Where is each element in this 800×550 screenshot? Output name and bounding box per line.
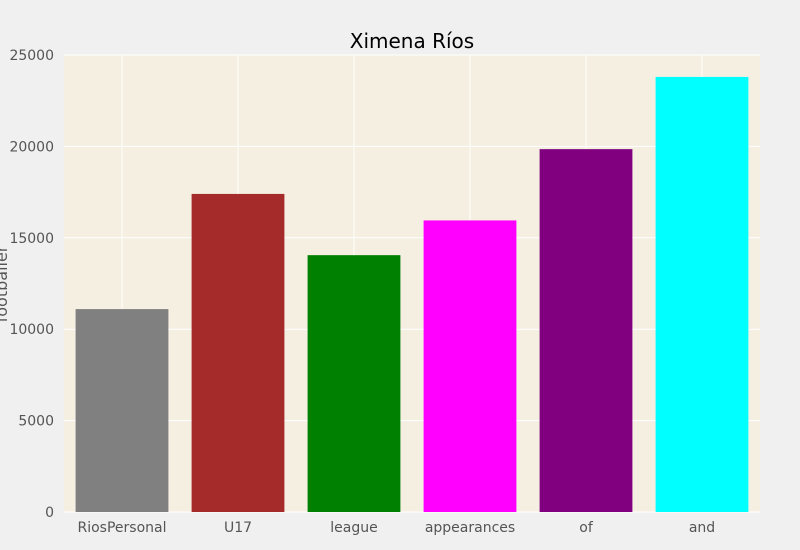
bars bbox=[75, 76, 749, 513]
y-axis-label: footballer bbox=[0, 245, 11, 322]
bar-riospersonal bbox=[75, 309, 169, 512]
x-tick-label: league bbox=[330, 520, 377, 536]
y-tick-label: 20000 bbox=[9, 139, 54, 155]
bar-appearances bbox=[423, 220, 517, 512]
y-tick-label: 5000 bbox=[18, 414, 54, 430]
x-tick-label: of bbox=[579, 520, 594, 536]
bar-of bbox=[539, 149, 633, 512]
x-tick-label: U17 bbox=[224, 520, 252, 536]
y-tick-label: 15000 bbox=[9, 231, 54, 247]
y-tick-label: 25000 bbox=[9, 48, 54, 64]
bar-u17 bbox=[191, 193, 285, 513]
chart-title: Ximena Ríos bbox=[350, 29, 474, 53]
y-tick-label: 10000 bbox=[9, 322, 54, 338]
y-tick-labels: 0 5000 10000 15000 20000 25000 bbox=[9, 48, 54, 521]
x-tick-label: RiosPersonal bbox=[78, 520, 167, 536]
bar-league bbox=[307, 255, 401, 512]
x-tick-label: and bbox=[689, 520, 715, 536]
y-tick-label: 0 bbox=[45, 505, 54, 521]
plot-area bbox=[64, 55, 760, 512]
x-tick-labels: RiosPersonal U17 league appearances of and bbox=[78, 520, 716, 536]
bar-and bbox=[655, 76, 749, 512]
x-tick-label: appearances bbox=[425, 520, 515, 536]
